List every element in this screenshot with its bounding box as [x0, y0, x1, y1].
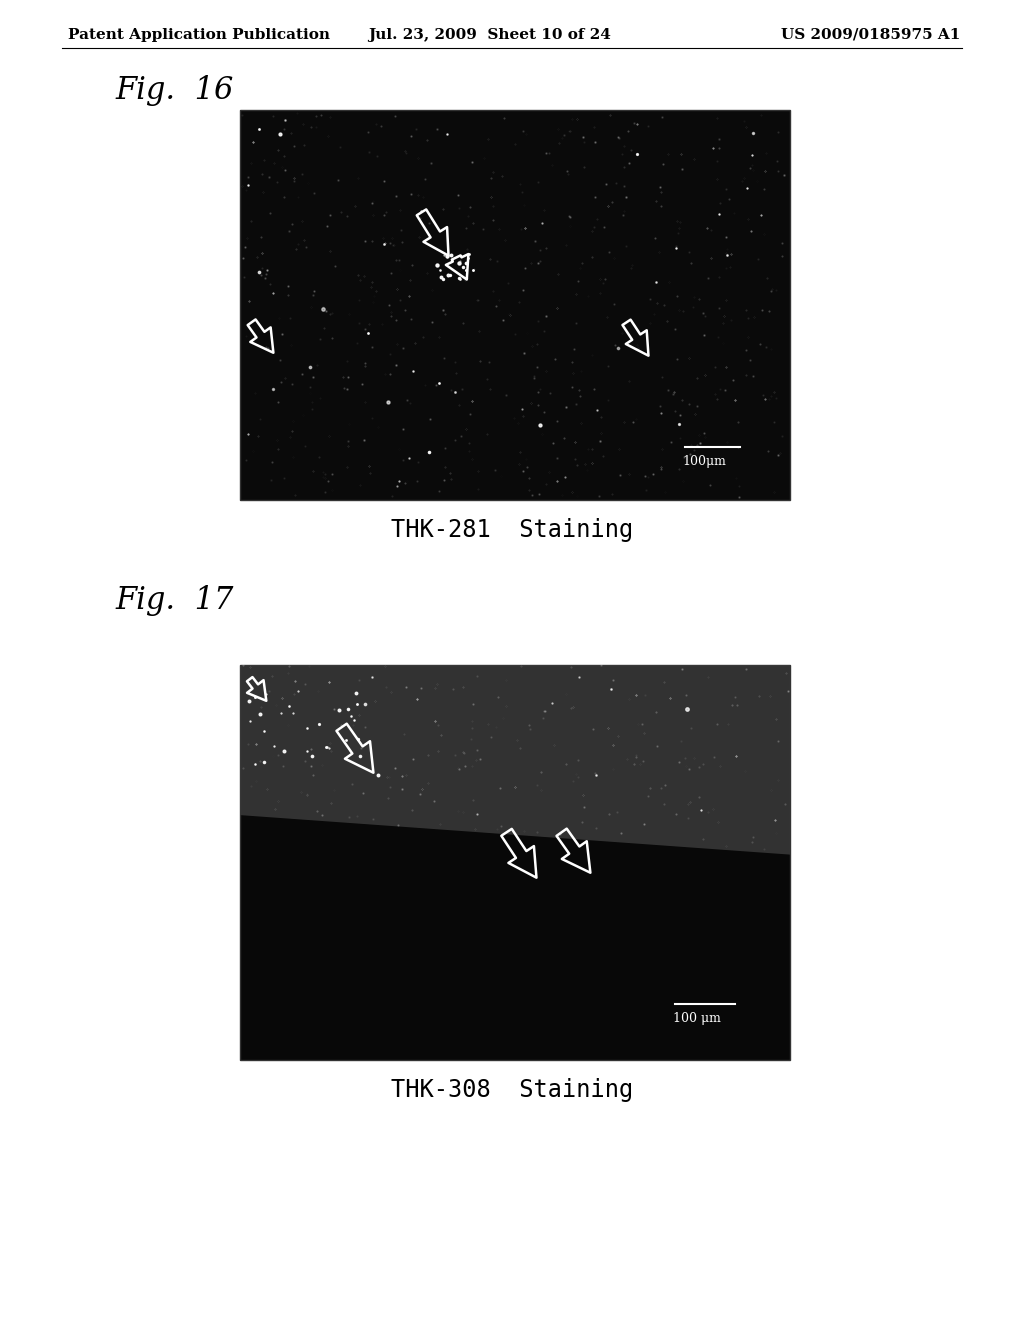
Bar — [240, 665, 790, 1060]
Text: Jul. 23, 2009  Sheet 10 of 24: Jul. 23, 2009 Sheet 10 of 24 — [369, 28, 611, 42]
Text: Fig.  17: Fig. 17 — [115, 585, 233, 616]
Text: Fig.  16: Fig. 16 — [115, 75, 233, 106]
Polygon shape — [240, 665, 790, 854]
Text: THK-281  Staining: THK-281 Staining — [391, 517, 633, 543]
Text: THK-308  Staining: THK-308 Staining — [391, 1078, 633, 1102]
Bar — [240, 110, 790, 500]
Text: 100μm: 100μm — [682, 455, 726, 469]
Text: Patent Application Publication: Patent Application Publication — [68, 28, 330, 42]
Text: US 2009/0185975 A1: US 2009/0185975 A1 — [780, 28, 961, 42]
Text: 100 μm: 100 μm — [673, 1012, 721, 1026]
